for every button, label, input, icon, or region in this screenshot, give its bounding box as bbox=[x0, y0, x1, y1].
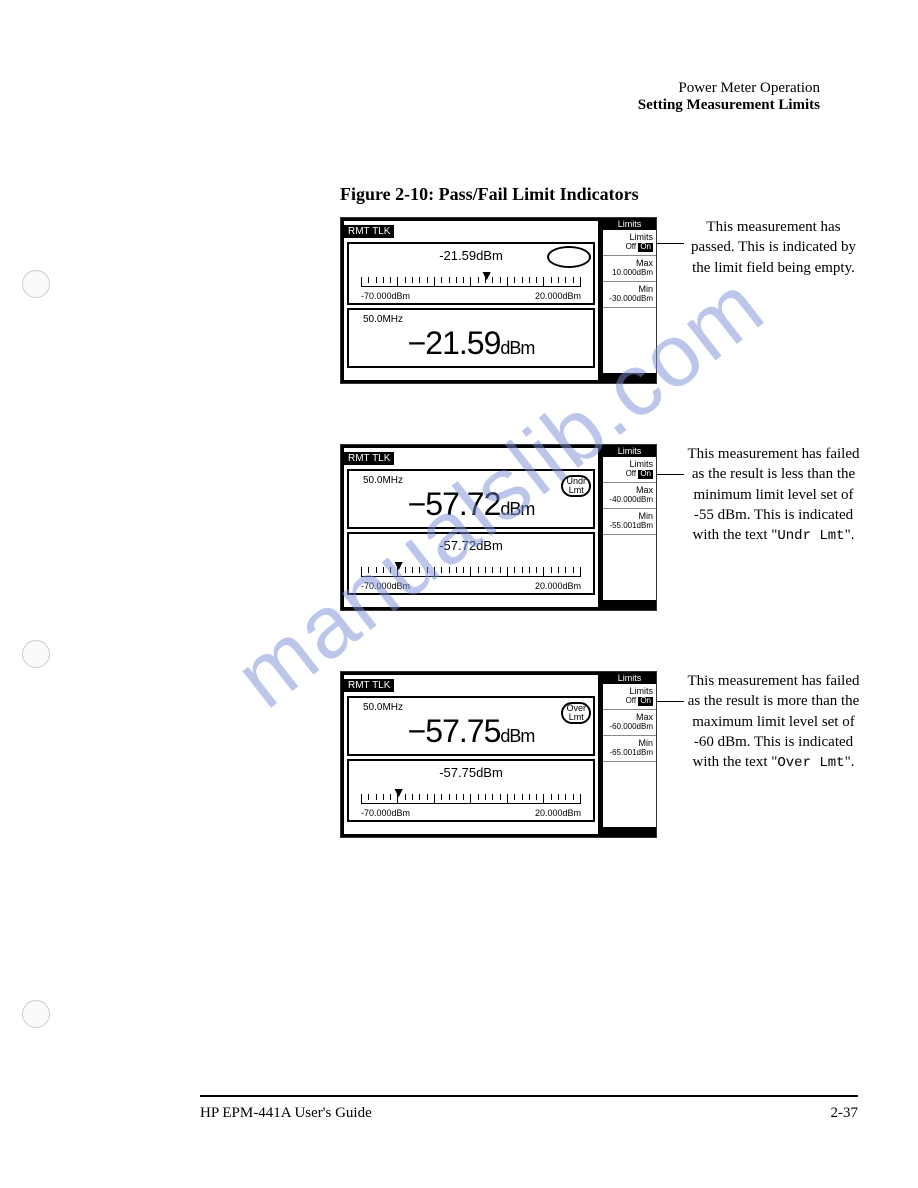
scale-right: 20.000dBm bbox=[535, 581, 581, 591]
scale-left: -70.000dBm bbox=[361, 808, 410, 818]
caption: This measurement has failed as the resul… bbox=[687, 444, 860, 546]
digital-panel: 50.0MHz −57.72dBm UndrLmt bbox=[347, 469, 595, 529]
scale: ▼ -70.000dBm 20.000dBm bbox=[361, 557, 581, 587]
freq-label: 50.0MHz bbox=[353, 702, 589, 713]
display-row: RMT TLK -21.59dBm ▼ -70.000dBm 20.000dBm… bbox=[340, 217, 860, 384]
side-header: Limits bbox=[603, 672, 656, 684]
callout-line bbox=[656, 701, 684, 702]
rmt-label: RMT TLK bbox=[344, 225, 394, 238]
digital-reading: −21.59dBm bbox=[353, 325, 589, 362]
page-footer: HP EPM-441A User's Guide 2-37 bbox=[200, 1105, 858, 1122]
freq-label: 50.0MHz bbox=[353, 475, 589, 486]
punch-hole bbox=[22, 270, 50, 298]
display-row: RMT TLK 50.0MHz −57.72dBm UndrLmt -57.72… bbox=[340, 444, 860, 611]
limit-badge: UndrLmt bbox=[561, 475, 591, 497]
page-header: Power Meter Operation Setting Measuremen… bbox=[60, 80, 820, 114]
side-row: Max -60.000dBm bbox=[603, 710, 656, 736]
header-line2: Setting Measurement Limits bbox=[60, 97, 820, 114]
device: RMT TLK -21.59dBm ▼ -70.000dBm 20.000dBm… bbox=[340, 217, 657, 384]
side-panel: Limits Limits Off On Max -40.000dBm Min … bbox=[601, 445, 656, 610]
side-panel: Limits Limits Off On Max -60.000dBm Min … bbox=[601, 672, 656, 837]
side-footer bbox=[603, 827, 656, 837]
side-row: Max 10.000dBm bbox=[603, 256, 656, 282]
rmt-label: RMT TLK bbox=[344, 679, 394, 692]
scale-right: 20.000dBm bbox=[535, 808, 581, 818]
side-footer bbox=[603, 373, 656, 383]
analog-panel: -57.75dBm ▼ -70.000dBm 20.000dBm bbox=[347, 759, 595, 822]
caption: This measurement has failed as the resul… bbox=[687, 671, 860, 773]
footer-right: 2-37 bbox=[831, 1105, 859, 1122]
side-row: Max -40.000dBm bbox=[603, 483, 656, 509]
side-row: Min -65.001dBm bbox=[603, 736, 656, 762]
scale-right: 20.000dBm bbox=[535, 291, 581, 301]
analog-panel: -21.59dBm ▼ -70.000dBm 20.000dBm bbox=[347, 242, 595, 305]
caption: This measurement has passed. This is ind… bbox=[687, 217, 860, 278]
scale-left: -70.000dBm bbox=[361, 581, 410, 591]
side-row: Min -55.001dBm bbox=[603, 509, 656, 535]
callout-line bbox=[656, 474, 684, 475]
side-row: Min -30.000dBm bbox=[603, 282, 656, 308]
side-row: Limits Off On bbox=[603, 230, 656, 256]
digital-reading: −57.72dBm bbox=[353, 486, 589, 523]
digital-panel: 50.0MHz −57.75dBm OverLmt bbox=[347, 696, 595, 756]
scale: ▼ -70.000dBm 20.000dBm bbox=[361, 267, 581, 297]
analog-reading: -57.72dBm bbox=[353, 538, 589, 553]
digital-reading: −57.75dBm bbox=[353, 713, 589, 750]
rmt-label: RMT TLK bbox=[344, 452, 394, 465]
scale-left: -70.000dBm bbox=[361, 291, 410, 301]
analog-panel: -57.72dBm ▼ -70.000dBm 20.000dBm bbox=[347, 532, 595, 595]
side-footer bbox=[603, 600, 656, 610]
figure-title: Figure 2-10: Pass/Fail Limit Indicators bbox=[340, 184, 860, 205]
scale: ▼ -70.000dBm 20.000dBm bbox=[361, 784, 581, 814]
analog-reading: -57.75dBm bbox=[353, 765, 589, 780]
side-header: Limits bbox=[603, 218, 656, 230]
pass-circle bbox=[547, 246, 591, 268]
device: RMT TLK 50.0MHz −57.72dBm UndrLmt -57.72… bbox=[340, 444, 657, 611]
limit-badge: OverLmt bbox=[561, 702, 591, 724]
side-row: Limits Off On bbox=[603, 684, 656, 710]
display-row: RMT TLK 50.0MHz −57.75dBm OverLmt -57.75… bbox=[340, 671, 860, 838]
callout-line bbox=[656, 243, 684, 244]
footer-rule bbox=[200, 1095, 858, 1097]
header-line1: Power Meter Operation bbox=[60, 80, 820, 97]
digital-panel: 50.0MHz −21.59dBm bbox=[347, 308, 595, 368]
device: RMT TLK 50.0MHz −57.75dBm OverLmt -57.75… bbox=[340, 671, 657, 838]
side-row: Limits Off On bbox=[603, 457, 656, 483]
side-header: Limits bbox=[603, 445, 656, 457]
footer-left: HP EPM-441A User's Guide bbox=[200, 1105, 372, 1122]
side-panel: Limits Limits Off On Max 10.000dBm Min -… bbox=[601, 218, 656, 383]
freq-label: 50.0MHz bbox=[353, 314, 589, 325]
punch-hole bbox=[22, 640, 50, 668]
punch-hole bbox=[22, 1000, 50, 1028]
